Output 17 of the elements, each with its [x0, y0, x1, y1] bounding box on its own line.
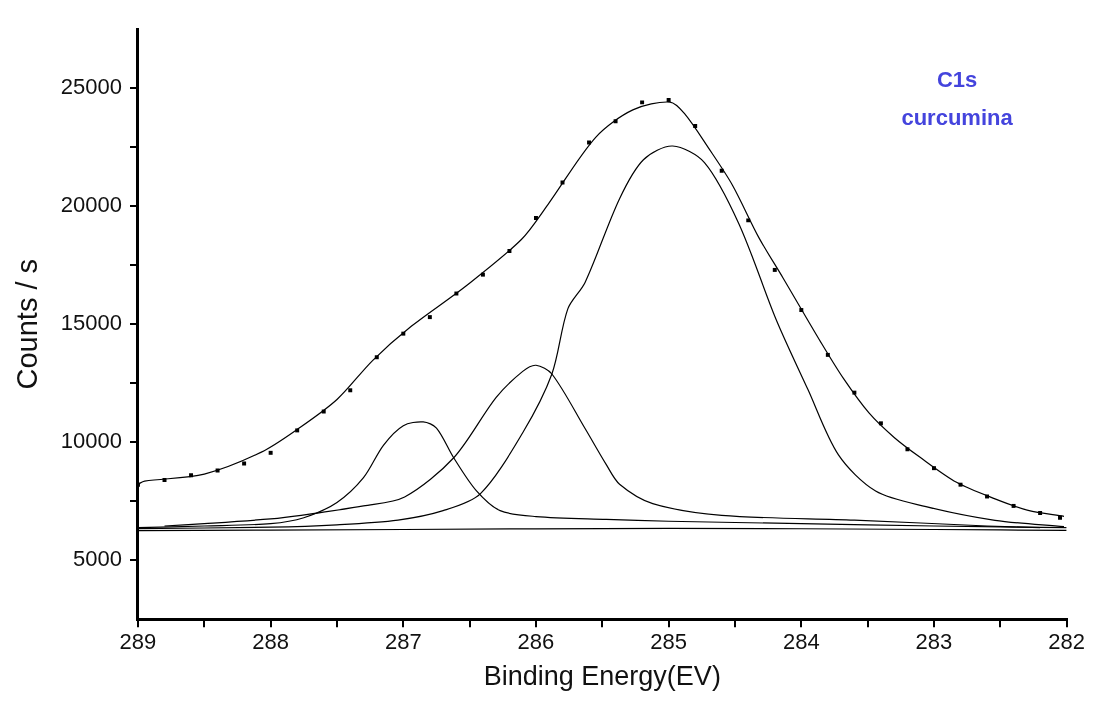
y-tick-label: 20000	[60, 192, 122, 218]
y-tick-label: 15000	[60, 310, 122, 336]
x-axis-title: Binding Energy(EV)	[483, 661, 721, 692]
y-axis-title: Counts / s	[11, 258, 44, 390]
x-tick-label: 287	[384, 629, 422, 655]
x-tick-label: 285	[650, 629, 687, 655]
x-tick-label: 282	[1048, 629, 1086, 655]
y-tick-label: 10000	[60, 428, 122, 454]
x-tick-label: 286	[517, 629, 555, 655]
annotation: C1s	[936, 67, 978, 93]
x-tick-label: 283	[915, 629, 953, 655]
x-tick-label: 288	[252, 629, 289, 655]
y-tick-label: 5000	[73, 546, 122, 572]
x-tick-label: 289	[119, 629, 157, 655]
annotation: curcumina	[901, 105, 1014, 131]
x-tick-label: 284	[782, 629, 820, 655]
y-tick-label: 25000	[60, 74, 122, 100]
